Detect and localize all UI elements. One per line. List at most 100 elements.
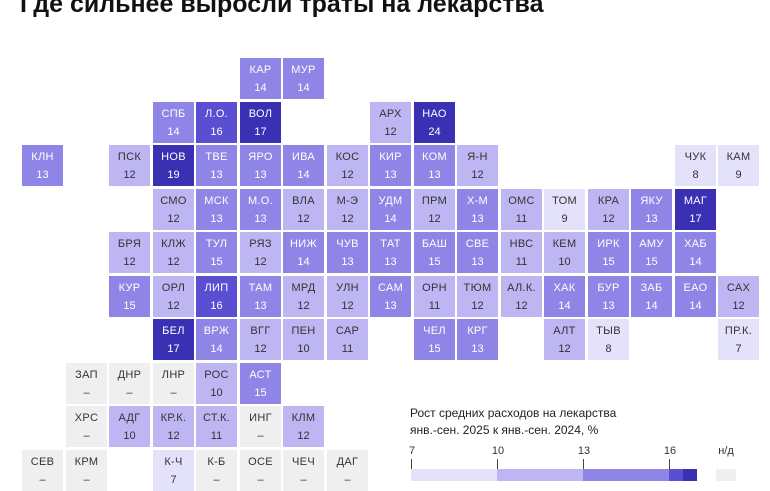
region-tile: АЛ.К. 12	[501, 276, 542, 317]
region-tile: КРГ 13	[457, 319, 498, 360]
region-tile: ТЮМ 12	[457, 276, 498, 317]
region-value: 10	[558, 256, 571, 268]
region-code: ЧУК	[684, 151, 707, 163]
region-tile: КОС 12	[327, 145, 368, 186]
region-value: 19	[167, 169, 180, 181]
region-value: 14	[167, 126, 180, 138]
region-tile: ЧУВ 13	[327, 232, 368, 273]
region-value: –	[83, 430, 90, 442]
legend-title-line1: Рост средних расходов на лекарства	[410, 406, 617, 420]
region-value: 13	[210, 169, 223, 181]
region-value: 15	[254, 387, 267, 399]
region-code: БЕЛ	[162, 325, 185, 337]
region-tile: ОРЛ 12	[153, 276, 194, 317]
region-code: НАО	[422, 108, 447, 120]
region-value: 7	[170, 474, 177, 486]
region-tile: ТЫВ 8	[588, 319, 629, 360]
region-tile: ХРС –	[66, 406, 107, 447]
region-tile: ЯКУ 13	[631, 189, 672, 230]
region-value: 24	[428, 126, 441, 138]
region-tile: НВС 11	[501, 232, 542, 273]
region-code: Л.О.	[204, 108, 229, 120]
region-code: ОСЕ	[248, 456, 273, 468]
region-value: 13	[645, 213, 658, 225]
region-code: КАМ	[726, 151, 751, 163]
region-code: КУР	[118, 282, 141, 294]
region-value: 12	[384, 126, 397, 138]
region-tile: ОМС 11	[501, 189, 542, 230]
region-code: ДНР	[117, 369, 142, 381]
legend-tick-mark	[583, 459, 584, 469]
region-value: 10	[210, 387, 223, 399]
region-tile: КАР 14	[240, 58, 281, 99]
region-tile: КР.К. 12	[153, 406, 194, 447]
region-code: НИЖ	[290, 238, 317, 250]
region-code: ВОЛ	[248, 108, 273, 120]
region-code: КАР	[249, 64, 272, 76]
region-tile: Я-Н 12	[457, 145, 498, 186]
legend-title: Рост средних расходов на лекарства янв.-…	[410, 405, 616, 439]
region-tile: ПЕН 10	[283, 319, 324, 360]
region-value: 13	[254, 300, 267, 312]
region-code: СЕВ	[30, 456, 55, 468]
region-value: 11	[515, 256, 528, 268]
region-value: 12	[167, 213, 180, 225]
region-tile: СМО 12	[153, 189, 194, 230]
region-code: М-Э	[336, 195, 359, 207]
region-value: 13	[471, 213, 484, 225]
region-code: ВЛА	[292, 195, 315, 207]
region-code: АРХ	[379, 108, 402, 120]
region-value: 12	[558, 343, 571, 355]
region-value: –	[257, 430, 264, 442]
region-tile: ПРМ 12	[414, 189, 455, 230]
region-value: 13	[471, 343, 484, 355]
legend-tick-label: 10	[491, 445, 505, 457]
legend-title-line2: янв.-сен. 2025 к янв.-сен. 2024, %	[410, 423, 599, 437]
region-tile: ЧЕЧ –	[283, 450, 324, 491]
region-value: 12	[341, 169, 354, 181]
region-value: 8	[692, 169, 699, 181]
region-tile: САМ 13	[370, 276, 411, 317]
region-tile: КЕМ 10	[544, 232, 585, 273]
region-value: 15	[210, 256, 223, 268]
region-value: 13	[602, 300, 615, 312]
region-code: ДАГ	[336, 456, 359, 468]
region-code: ПР.К.	[724, 325, 753, 337]
region-tile: ЧЕЛ 15	[414, 319, 455, 360]
region-value: –	[39, 474, 46, 486]
region-value: 13	[428, 169, 441, 181]
region-value: 15	[123, 300, 136, 312]
region-tile: ВРЖ 14	[196, 319, 237, 360]
region-code: МАГ	[683, 195, 708, 207]
region-tile: КУР 15	[109, 276, 150, 317]
region-value: 16	[210, 126, 223, 138]
region-tile: ХАБ 14	[675, 232, 716, 273]
region-code: КЛМ	[291, 412, 316, 424]
region-code: ЕАО	[683, 282, 708, 294]
region-code: ЯКУ	[640, 195, 663, 207]
region-value: 9	[735, 169, 742, 181]
region-value: 12	[297, 213, 310, 225]
region-code: УДМ	[378, 195, 403, 207]
region-tile: РОС 10	[196, 363, 237, 404]
region-value: 12	[428, 213, 441, 225]
region-value: 12	[341, 213, 354, 225]
region-value: 13	[254, 169, 267, 181]
region-tile: Л.О. 16	[196, 102, 237, 143]
region-code: ОРЛ	[161, 282, 186, 294]
region-value: –	[257, 474, 264, 486]
region-value: 12	[297, 300, 310, 312]
region-code: К-Ч	[164, 456, 183, 468]
region-tile: ИНГ –	[240, 406, 281, 447]
region-code: ТУЛ	[205, 238, 228, 250]
region-tile: УЛН 12	[327, 276, 368, 317]
legend-color-swatch	[411, 469, 497, 481]
region-tile: МАГ 17	[675, 189, 716, 230]
region-code: КЛЖ	[161, 238, 186, 250]
tile-map: КАР 14 МУР 14 СПБ 14 Л.О. 16 ВОЛ 17 АРХ 12 НАО 24 КЛН 1…	[22, 58, 759, 491]
region-code: ВГГ	[250, 325, 271, 337]
region-value: 12	[123, 169, 136, 181]
region-tile: ЯРО 13	[240, 145, 281, 186]
region-value: 14	[689, 300, 702, 312]
region-tile: ЗАП –	[66, 363, 107, 404]
